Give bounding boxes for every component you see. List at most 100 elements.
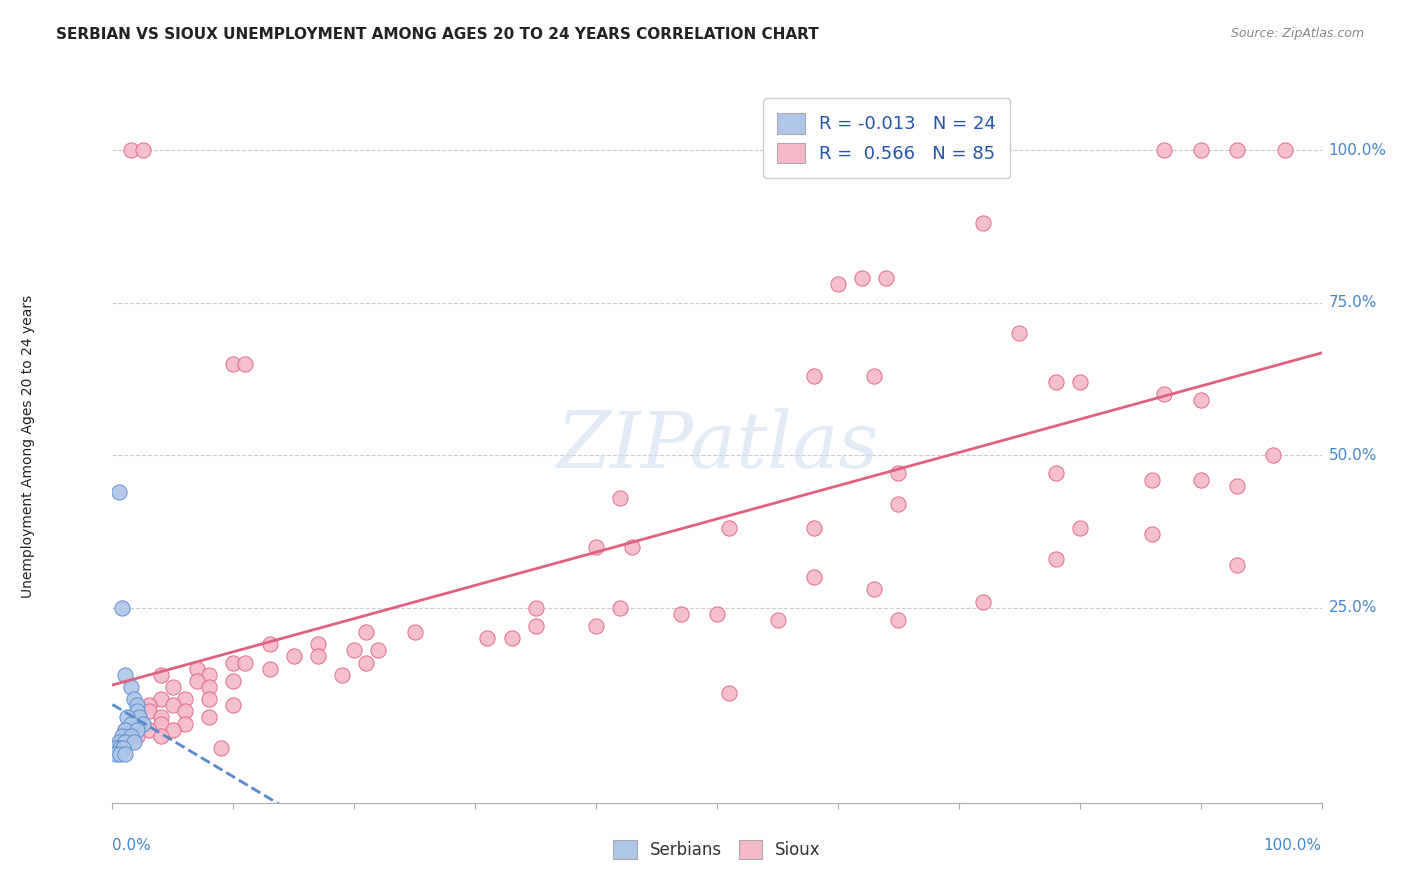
Text: 0.0%: 0.0% — [112, 838, 152, 854]
Point — [114, 723, 136, 737]
Point — [669, 607, 692, 621]
Point — [111, 729, 134, 743]
Point — [114, 735, 136, 749]
Point — [125, 729, 148, 743]
Text: Source: ZipAtlas.com: Source: ZipAtlas.com — [1230, 27, 1364, 40]
Point — [1226, 143, 1249, 157]
Point — [222, 698, 245, 713]
Point — [887, 613, 910, 627]
Point — [259, 637, 281, 651]
Point — [111, 600, 134, 615]
Point — [1189, 473, 1212, 487]
Text: SERBIAN VS SIOUX UNEMPLOYMENT AMONG AGES 20 TO 24 YEARS CORRELATION CHART: SERBIAN VS SIOUX UNEMPLOYMENT AMONG AGES… — [56, 27, 818, 42]
Point — [803, 521, 825, 535]
Point — [356, 656, 378, 670]
Point — [1263, 448, 1285, 462]
Point — [120, 143, 142, 157]
Point — [307, 637, 329, 651]
Point — [149, 716, 172, 731]
Point — [621, 540, 644, 554]
Point — [875, 271, 897, 285]
Point — [367, 643, 389, 657]
Point — [222, 357, 245, 371]
Point — [107, 484, 129, 499]
Point — [125, 716, 148, 731]
Point — [108, 740, 131, 755]
Point — [501, 631, 523, 645]
Point — [1226, 558, 1249, 572]
Point — [803, 368, 825, 383]
Text: 100.0%: 100.0% — [1329, 143, 1386, 158]
Point — [718, 521, 741, 535]
Point — [718, 686, 741, 700]
Point — [1142, 473, 1164, 487]
Point — [827, 277, 849, 292]
Point — [162, 698, 184, 713]
Point — [803, 570, 825, 584]
Point — [887, 467, 910, 481]
Point — [186, 662, 208, 676]
Point — [138, 704, 160, 718]
Point — [162, 680, 184, 694]
Point — [235, 656, 257, 670]
Point — [120, 680, 142, 694]
Point — [125, 698, 148, 713]
Point — [125, 723, 148, 737]
Point — [112, 740, 135, 755]
Point — [1153, 143, 1175, 157]
Point — [105, 740, 128, 755]
Point — [609, 491, 631, 505]
Point — [149, 692, 172, 706]
Point — [235, 357, 257, 371]
Point — [198, 667, 221, 681]
Point — [1189, 393, 1212, 408]
Point — [259, 662, 281, 676]
Point — [209, 740, 232, 755]
Point — [1045, 375, 1067, 389]
Point — [1069, 521, 1091, 535]
Point — [149, 667, 172, 681]
Point — [1189, 143, 1212, 157]
Point — [105, 747, 128, 761]
Point — [114, 747, 136, 761]
Point — [863, 582, 886, 597]
Point — [524, 600, 547, 615]
Text: 100.0%: 100.0% — [1264, 838, 1322, 854]
Point — [108, 747, 131, 761]
Point — [122, 735, 145, 749]
Point — [1226, 478, 1249, 492]
Text: 75.0%: 75.0% — [1329, 295, 1376, 310]
Point — [174, 692, 197, 706]
Point — [1045, 467, 1067, 481]
Point — [198, 692, 221, 706]
Point — [1153, 387, 1175, 401]
Point — [283, 649, 305, 664]
Point — [198, 710, 221, 724]
Point — [174, 716, 197, 731]
Text: Unemployment Among Ages 20 to 24 years: Unemployment Among Ages 20 to 24 years — [21, 294, 35, 598]
Point — [972, 216, 994, 230]
Point — [149, 729, 172, 743]
Point — [477, 631, 499, 645]
Point — [122, 692, 145, 706]
Point — [114, 723, 136, 737]
Point — [585, 540, 607, 554]
Point — [222, 673, 245, 688]
Point — [198, 680, 221, 694]
Point — [1274, 143, 1296, 157]
Point — [307, 649, 329, 664]
Point — [343, 643, 366, 657]
Point — [1069, 375, 1091, 389]
Text: 25.0%: 25.0% — [1329, 600, 1376, 615]
Point — [706, 607, 728, 621]
Point — [186, 673, 208, 688]
Point — [972, 594, 994, 608]
Point — [125, 704, 148, 718]
Point — [114, 667, 136, 681]
Text: 50.0%: 50.0% — [1329, 448, 1376, 463]
Point — [138, 723, 160, 737]
Point — [120, 716, 142, 731]
Point — [524, 619, 547, 633]
Legend: Serbians, Sioux: Serbians, Sioux — [606, 834, 828, 866]
Text: ZIPatlas: ZIPatlas — [555, 408, 879, 484]
